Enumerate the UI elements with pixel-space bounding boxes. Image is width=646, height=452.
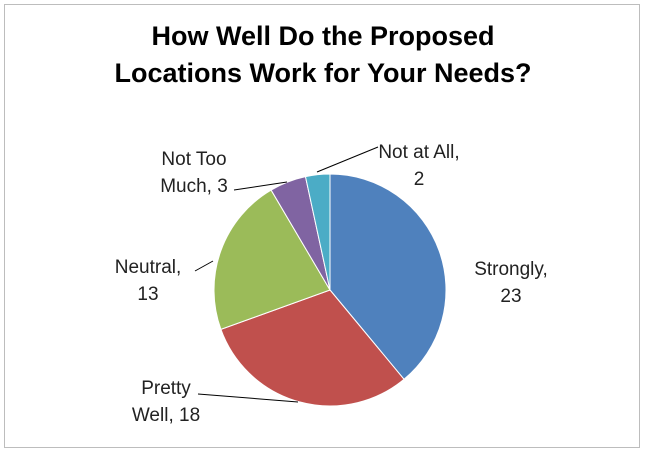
pie-slice-not-at-all [304,173,331,291]
data-label-pretty-well: Pretty Well, 18 [132,378,200,426]
pie-slice-neutral [213,189,331,330]
leader-line-not-too-much [233,181,288,191]
leader-line-not-at-all [316,146,379,173]
data-label-line: Neutral, [115,257,182,278]
data-label-strongly: Strongly, 23 [474,259,548,307]
chart-title: How Well Do the Proposed Locations Work … [0,18,646,92]
data-label-line: Not at All, [378,142,459,163]
data-label-not-too-much: Not Too Much, 3 [160,149,228,197]
pie-slice-pretty-well [220,289,405,407]
data-label-not-at-all: Not at All, 2 [378,142,459,190]
data-label-line: Well, 18 [132,405,200,426]
data-label-line: Not Too [161,149,226,170]
chart-title-line-1: How Well Do the Proposed [151,21,495,51]
data-label-line: 13 [137,284,158,305]
pie-slice-strongly [329,173,447,381]
data-label-line: 23 [500,286,521,307]
data-label-line: Strongly, [474,259,548,280]
data-label-line: Pretty [141,378,191,399]
leader-line-pretty-well [197,393,299,403]
chart-title-line-2: Locations Work for Your Needs? [114,58,532,88]
data-label-neutral: Neutral, 13 [115,257,182,305]
data-label-line: Much, 3 [160,176,228,197]
data-label-line: 2 [414,169,425,190]
leader-line-neutral [194,260,214,272]
